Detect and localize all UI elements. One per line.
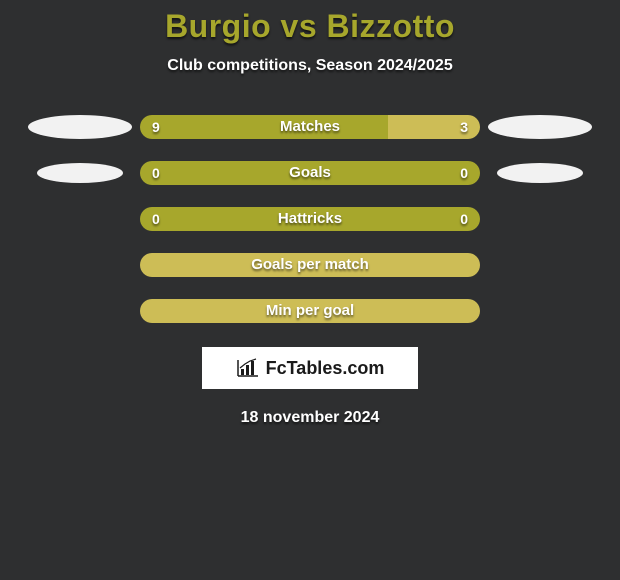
right-ellipse-slot xyxy=(480,115,600,139)
stat-row: Matches93 xyxy=(0,115,620,139)
bar-left-segment xyxy=(140,161,310,185)
bar-left-segment xyxy=(140,299,480,323)
stat-value-right: 0 xyxy=(460,161,468,185)
subtitle: Club competitions, Season 2024/2025 xyxy=(0,57,620,75)
bar-right-segment xyxy=(310,207,480,231)
stat-rows: Matches93Goals00Hattricks00Goals per mat… xyxy=(0,115,620,323)
bar-left-segment xyxy=(140,115,388,139)
branding-text: FcTables.com xyxy=(266,358,385,379)
player-right-ellipse xyxy=(497,163,583,183)
right-ellipse-slot xyxy=(480,163,600,183)
stat-row: Goals per match xyxy=(0,253,620,277)
player-left-ellipse xyxy=(28,115,132,139)
stat-bar: Min per goal xyxy=(140,299,480,323)
left-ellipse-slot xyxy=(20,115,140,139)
bar-right-segment xyxy=(310,161,480,185)
stat-value-left: 9 xyxy=(152,115,160,139)
stat-row: Goals00 xyxy=(0,161,620,185)
stat-value-left: 0 xyxy=(152,161,160,185)
page-title: Burgio vs Bizzotto xyxy=(0,8,620,45)
player-left-ellipse xyxy=(37,163,123,183)
stat-bar: Goals per match xyxy=(140,253,480,277)
stat-bar: Hattricks00 xyxy=(140,207,480,231)
stat-row: Hattricks00 xyxy=(0,207,620,231)
bar-left-segment xyxy=(140,253,480,277)
comparison-infographic: Burgio vs Bizzotto Club competitions, Se… xyxy=(0,0,620,427)
stat-value-right: 0 xyxy=(460,207,468,231)
stat-row: Min per goal xyxy=(0,299,620,323)
stat-bar: Matches93 xyxy=(140,115,480,139)
stat-value-left: 0 xyxy=(152,207,160,231)
date-text: 18 november 2024 xyxy=(0,409,620,427)
branding-box: FcTables.com xyxy=(202,347,418,389)
player-right-ellipse xyxy=(488,115,592,139)
bar-chart-icon xyxy=(236,358,260,378)
left-ellipse-slot xyxy=(20,163,140,183)
stat-value-right: 3 xyxy=(460,115,468,139)
stat-bar: Goals00 xyxy=(140,161,480,185)
bar-left-segment xyxy=(140,207,310,231)
